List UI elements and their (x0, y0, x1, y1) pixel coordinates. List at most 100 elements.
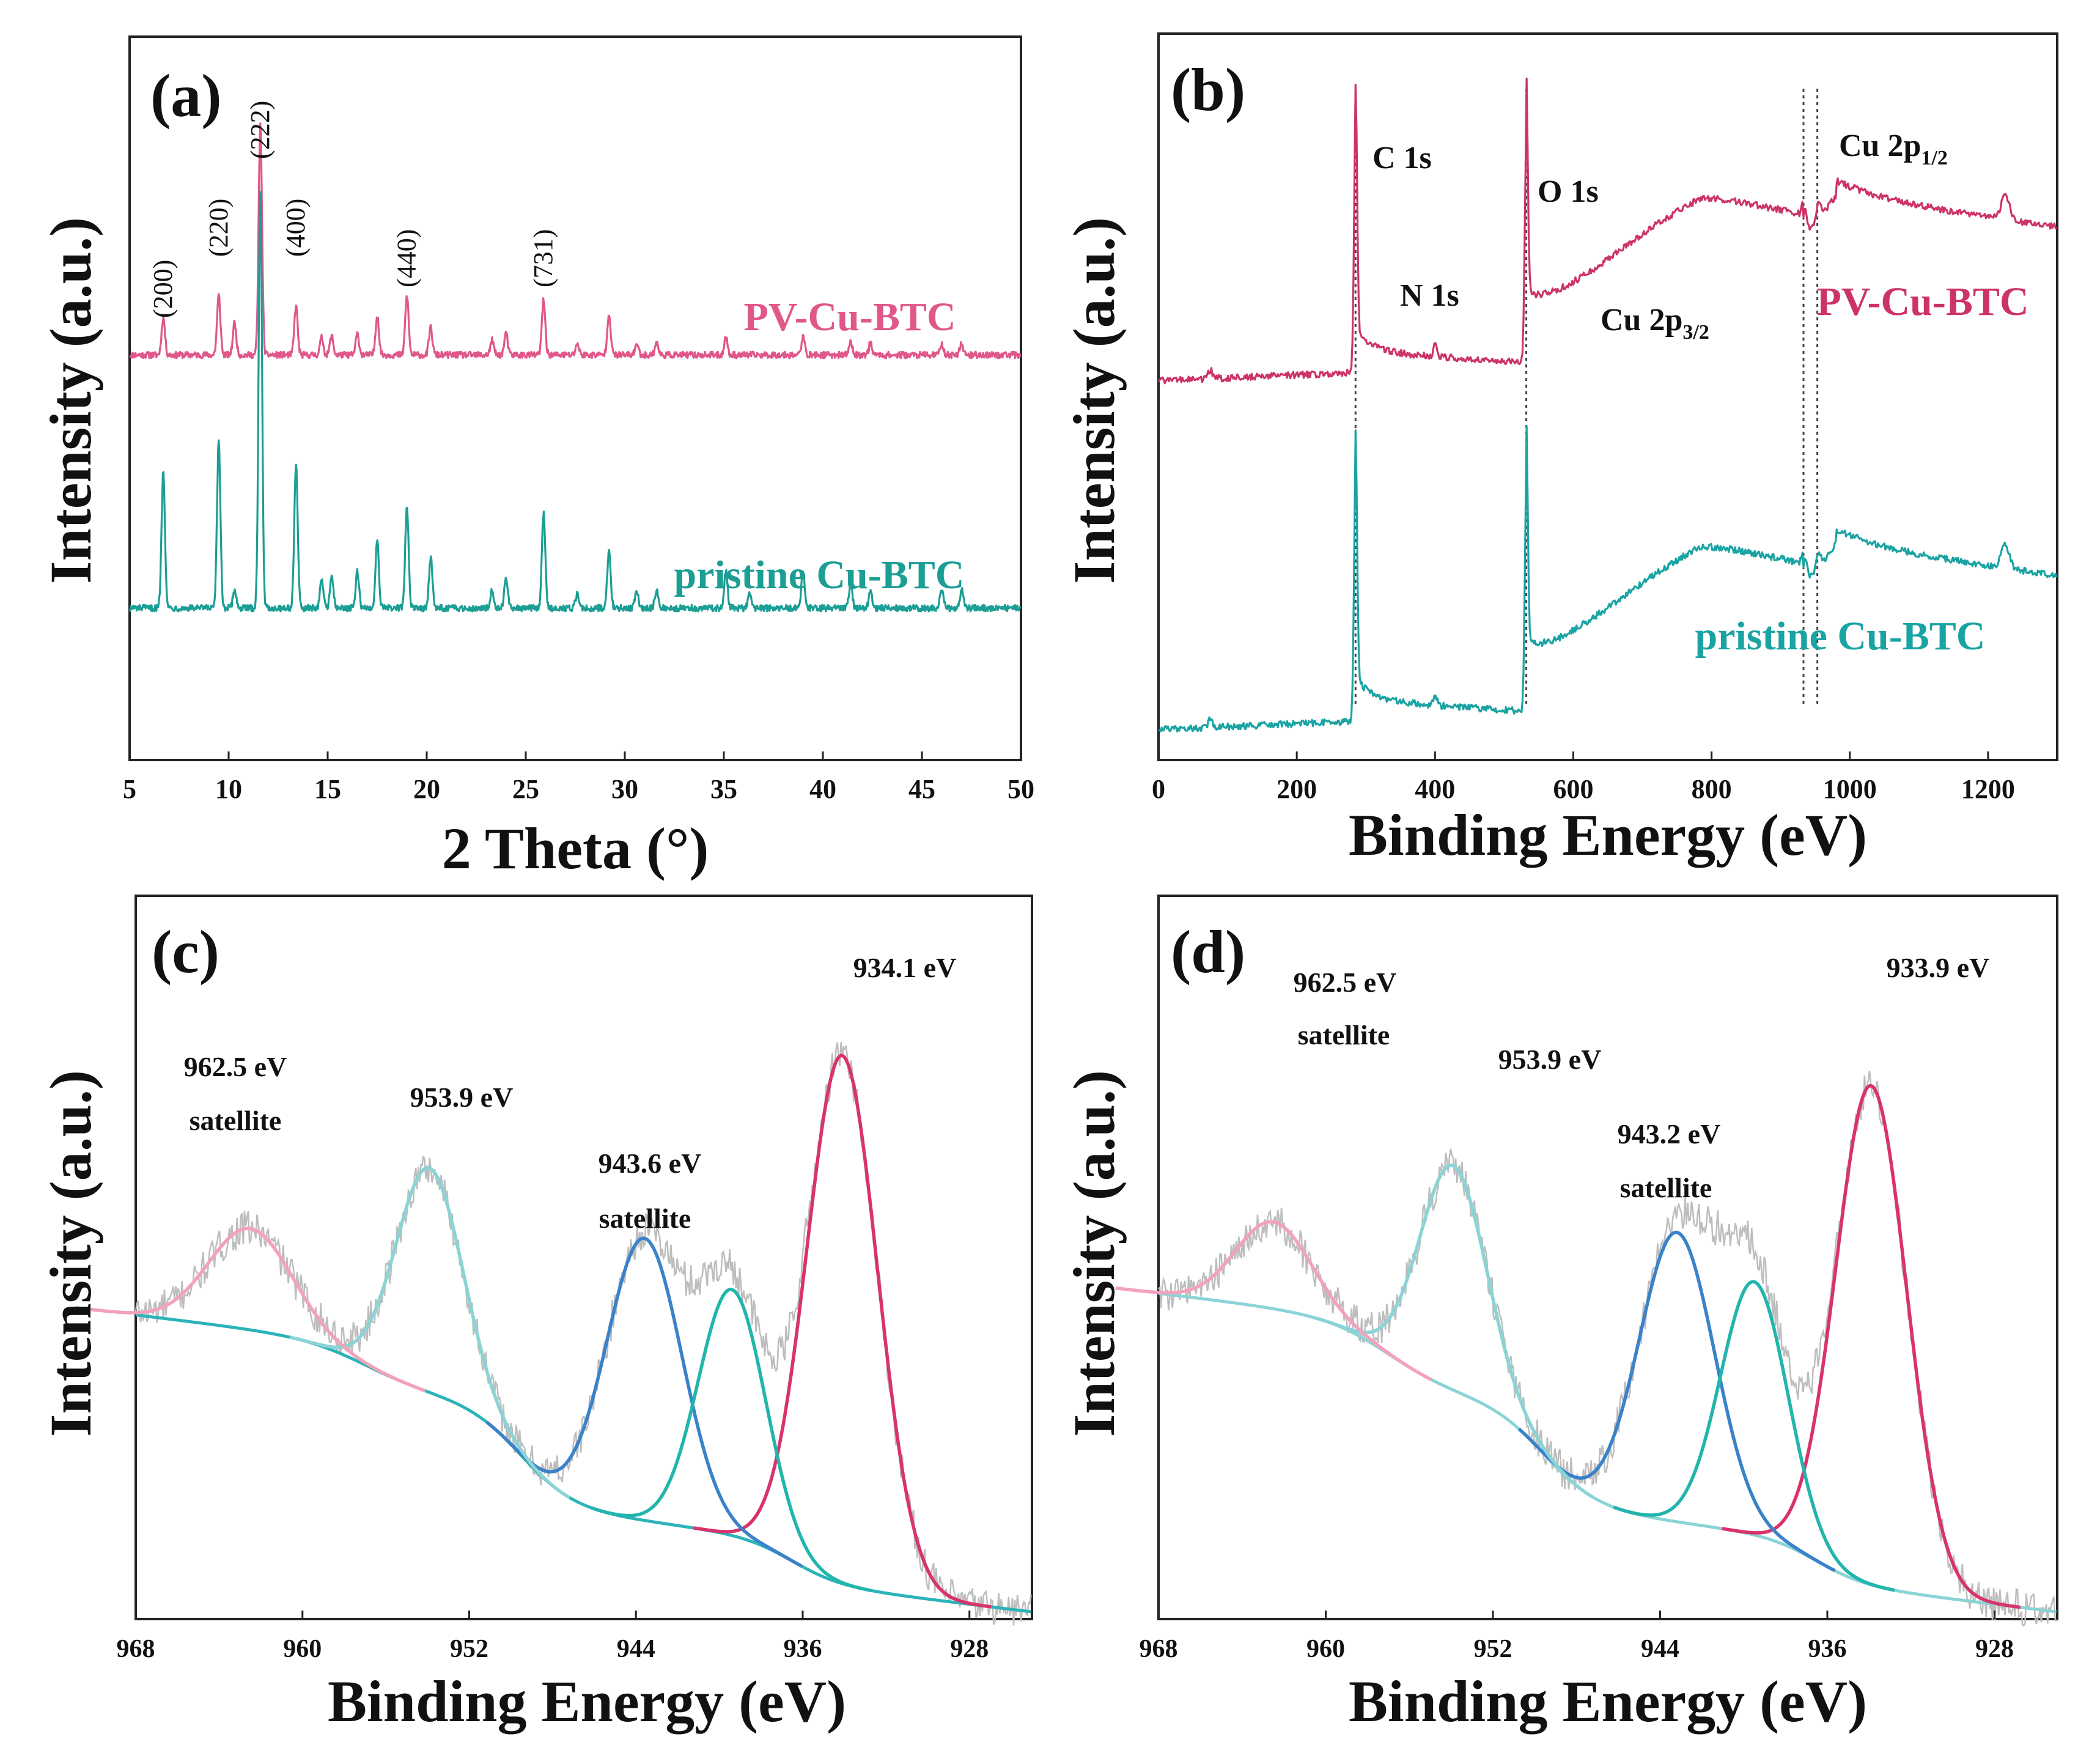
panel-d-plot-area (1115, 1071, 2057, 1626)
panel-c-ylabel: Intensity (a.u.) (38, 1070, 103, 1437)
annotation-c-943: 943.6 eV (599, 1148, 702, 1179)
annotation-d-962-sat: satellite (1298, 1019, 1390, 1050)
hkl-annotation: (200) (148, 260, 178, 318)
x-tick-label: 10 (215, 774, 242, 804)
panel-b-series-label-pv: PV-Cu-BTC (1816, 279, 2028, 324)
panel-c-xlabel: Binding Energy (eV) (328, 1669, 846, 1734)
fit-background-line (135, 1313, 1031, 1614)
panel-c-cu2p-pv: 968 960 952 944 936 928 (c) Binding Energy (e… (38, 895, 1033, 1734)
panel-d-x-ticks: 968 960 952 944 936 928 (1140, 1611, 2014, 1663)
panel-c-frame (134, 895, 1033, 1620)
x-tick-label: 968 (117, 1635, 155, 1663)
annotation-d-962: 962.5 eV (1294, 967, 1397, 998)
panel-a-plot-area: (200) (220) (222) (400) (440) (731) (128, 101, 1022, 613)
fit-component-943-2 (1517, 1230, 1836, 1573)
x-tick-label: 952 (450, 1635, 488, 1663)
panel-c-label: (c) (152, 918, 219, 986)
annotation-c1s: C 1s (1372, 141, 1432, 175)
panel-d-xlabel: Binding Energy (eV) (1349, 1669, 1867, 1734)
panel-a-frame (128, 35, 1022, 761)
panel-c-x-ticks: 968 960 952 944 936 928 (117, 1611, 989, 1663)
raw-spectrum-line (1158, 1071, 2057, 1626)
hkl-annotation: (220) (204, 199, 234, 257)
annotation-c-962: 962.5 eV (184, 1051, 287, 1082)
panel-c-plot-area (75, 1042, 1032, 1626)
panel-b-plot-area (1157, 77, 2058, 733)
hkl-annotation: (400) (281, 199, 311, 257)
annotation-d-933: 933.9 eV (1887, 952, 1990, 983)
fit-component-962-5 (1115, 1220, 1432, 1382)
fit-component-933-9 (1721, 1083, 2021, 1609)
panel-d-label: (d) (1171, 918, 1245, 986)
annotation-o1s: O 1s (1538, 174, 1599, 209)
annotation-c-934: 934.1 eV (853, 952, 957, 983)
x-tick-label: 5 (123, 774, 136, 804)
panel-b-x-ticks: 0 200 400 600 800 1000 1200 (1152, 751, 2015, 804)
annotation-c-953: 953.9 eV (410, 1082, 514, 1113)
x-tick-label: 15 (314, 774, 341, 804)
x-tick-label: 200 (1277, 774, 1317, 804)
x-tick-label: 600 (1553, 774, 1593, 804)
fit-background-line (1158, 1291, 2057, 1614)
panel-b-xps-survey: 0 200 400 600 800 1000 1200 (b) Binding Energy… (1061, 32, 2058, 868)
annotation-c-962-sat: satellite (190, 1105, 282, 1136)
panel-a-xlabel: 2 Theta (°) (442, 816, 709, 881)
annotation-d-943: 943.2 eV (1618, 1118, 1721, 1150)
x-tick-label: 30 (611, 774, 638, 804)
x-tick-label: 20 (413, 774, 440, 804)
panel-d-ylabel: Intensity (a.u.) (1061, 1070, 1127, 1437)
x-tick-label: 400 (1415, 774, 1455, 804)
x-tick-label: 50 (1008, 774, 1034, 804)
x-tick-label: 25 (512, 774, 539, 804)
x-tick-label: 928 (950, 1635, 989, 1663)
x-tick-label: 0 (1152, 774, 1165, 804)
series-line-pristine-cu-btc (1158, 425, 2058, 733)
x-tick-label: 40 (809, 774, 836, 804)
x-tick-label: 1200 (1961, 774, 2015, 804)
annotation-d-943-sat: satellite (1620, 1172, 1712, 1203)
panel-a-series-label-pristine: pristine Cu-BTC (674, 553, 965, 597)
annotation-d-953: 953.9 eV (1498, 1044, 1602, 1075)
panel-b-xlabel: Binding Energy (eV) (1349, 802, 1867, 868)
x-tick-label: 936 (783, 1635, 822, 1663)
hkl-annotation: (440) (392, 229, 422, 287)
panel-d-cu2p-pristine: 968 960 952 944 936 928 (d) Binding Energy (e… (1061, 895, 2058, 1734)
series-line-pv-cu-btc (1157, 77, 2058, 385)
panel-b-label: (b) (1171, 56, 1245, 124)
panel-a-series-label-pv: PV-Cu-BTC (743, 295, 956, 339)
annotation-c-943-sat: satellite (599, 1203, 691, 1234)
x-tick-label: 35 (710, 774, 737, 804)
hkl-annotation: (731) (528, 229, 558, 287)
series-line-pristine-cu-btc (128, 191, 1022, 613)
x-tick-label: 960 (1306, 1635, 1345, 1663)
panel-a-ylabel: Intensity (a.u.) (38, 217, 103, 584)
panel-b-series-label-pristine: pristine Cu-BTC (1695, 614, 1986, 659)
fit-component-962-5 (75, 1227, 426, 1393)
x-tick-label: 960 (283, 1635, 322, 1663)
x-tick-label: 928 (1975, 1635, 2014, 1663)
x-tick-label: 1000 (1823, 774, 1877, 804)
x-tick-label: 800 (1692, 774, 1732, 804)
fit-component-943-6 (485, 1236, 803, 1568)
annotation-n1s: N 1s (1400, 278, 1459, 313)
annotation-cu2p32: Cu 2p3/2 (1601, 303, 1709, 344)
panel-b-frame (1157, 32, 2058, 761)
panel-d-frame (1157, 895, 2058, 1620)
x-tick-label: 45 (908, 774, 935, 804)
series-line-pv-cu-btc (129, 122, 1022, 360)
fit-component-953-9 (289, 1166, 571, 1499)
annotation-cu2p12: Cu 2p1/2 (1839, 128, 1948, 169)
x-tick-label: 952 (1473, 1635, 1512, 1663)
x-tick-label: 968 (1140, 1635, 1178, 1663)
x-tick-label: 936 (1808, 1635, 1846, 1663)
fit-component-939-4 (591, 1288, 872, 1593)
x-tick-label: 944 (617, 1635, 655, 1663)
panel-a-xrd: (200) (220) (222) (400) (440) (731) 5 10 15 20 25… (38, 35, 1034, 881)
panel-a-x-ticks: 5 10 15 20 25 30 35 40 45 50 (123, 751, 1034, 804)
hkl-annotation: (222) (245, 101, 275, 159)
x-tick-label: 944 (1641, 1635, 1679, 1663)
panel-b-ylabel: Intensity (a.u.) (1061, 217, 1127, 584)
fit-component-939-5 (1613, 1280, 1895, 1592)
panel-a-label: (a) (150, 62, 222, 130)
